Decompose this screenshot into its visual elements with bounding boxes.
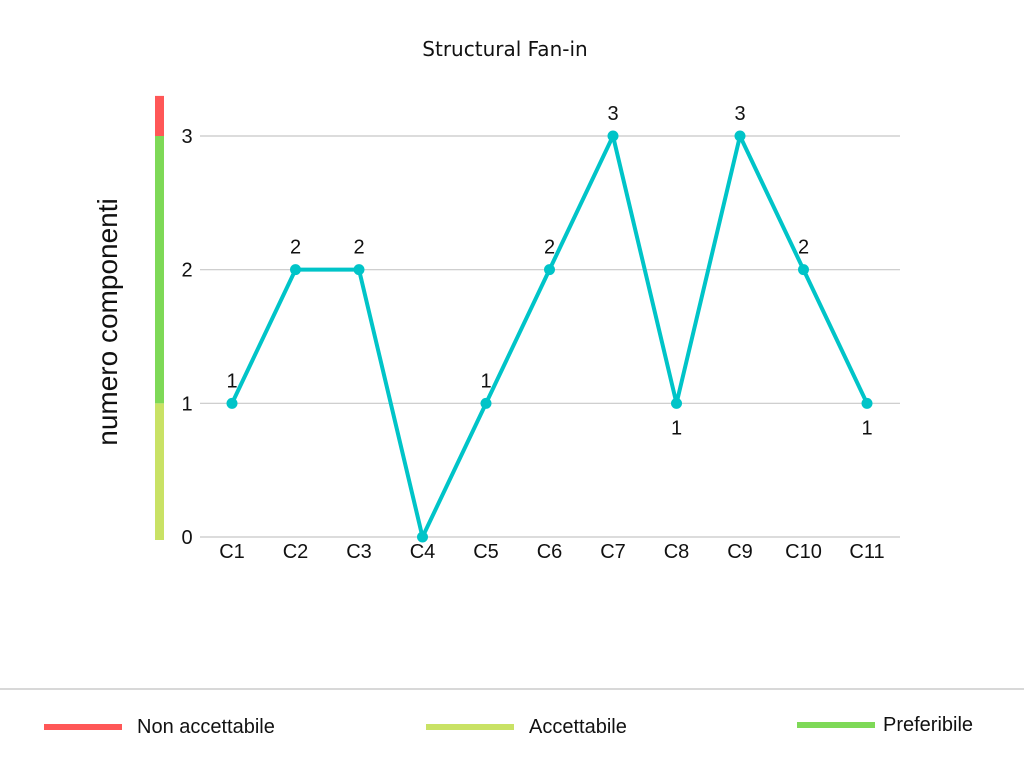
data-point-C10: [798, 264, 809, 276]
data-point-C4: [417, 531, 428, 543]
data-label-C6: 2: [544, 237, 555, 259]
data-point-C1: [226, 397, 238, 409]
threshold-bar: [155, 95, 164, 540]
data-point-C6: [544, 264, 555, 276]
legend-label-0: Non accettabile: [137, 716, 275, 738]
x-tick-C7: C7: [600, 541, 626, 563]
data-label-C11: 1: [861, 417, 872, 439]
chart-title: Structural Fan-in: [422, 37, 587, 61]
y-tick-2: 2: [181, 260, 192, 282]
legend-label-2: Preferibile: [883, 714, 973, 736]
data-point-C8: [671, 397, 682, 409]
y-tick-3: 3: [181, 126, 192, 148]
data-label-C5: 1: [480, 370, 491, 392]
x-tick-C10: C10: [785, 541, 822, 563]
data-point-C2: [290, 264, 301, 276]
x-tick-C6: C6: [537, 541, 563, 563]
data-point-C9: [734, 130, 746, 142]
data-label-C1: 1: [226, 370, 237, 392]
series-line-0: [230, 134, 869, 539]
threshold-segment-2: [155, 95, 164, 136]
y-tick-labels: 0 1 2 3: [181, 126, 192, 549]
data-label-C8: 1: [671, 417, 682, 439]
y-tick-0: 0: [181, 527, 192, 549]
x-tick-C11: C11: [849, 541, 884, 563]
legend: Non accettabile Accettabile Preferibile: [44, 714, 973, 738]
data-point-C7: [607, 130, 619, 142]
data-label-C3: 2: [353, 237, 364, 259]
data-labels: 1 2 2 1 2 3 1 3 2 1: [226, 103, 872, 439]
x-tick-C8: C8: [664, 541, 690, 563]
data-point-C3: [353, 264, 365, 276]
x-tick-C9: C9: [727, 541, 753, 563]
x-tick-C5: C5: [473, 541, 499, 563]
x-tick-C1: C1: [219, 541, 245, 563]
grid-lines: [200, 135, 900, 538]
series-group: [226, 130, 873, 543]
y-axis-label: numero componenti: [92, 198, 123, 445]
data-label-C7: 3: [607, 103, 618, 125]
y-tick-1: 1: [181, 393, 192, 415]
threshold-segment-1: [155, 136, 164, 404]
threshold-segment-0: [155, 403, 164, 540]
x-tick-C2: C2: [283, 541, 309, 563]
data-point-C11: [861, 397, 873, 409]
data-label-C2: 2: [290, 237, 301, 259]
x-tick-labels: C1 C2 C3 C4 C5 C6 C7 C8 C9 C10 C11: [219, 541, 884, 563]
data-label-C9: 3: [734, 103, 745, 125]
x-tick-C3: C3: [346, 541, 372, 563]
data-label-C10: 2: [798, 237, 809, 259]
legend-label-1: Accettabile: [529, 716, 627, 738]
x-tick-C4: C4: [410, 541, 436, 563]
data-point-C5: [480, 397, 492, 409]
